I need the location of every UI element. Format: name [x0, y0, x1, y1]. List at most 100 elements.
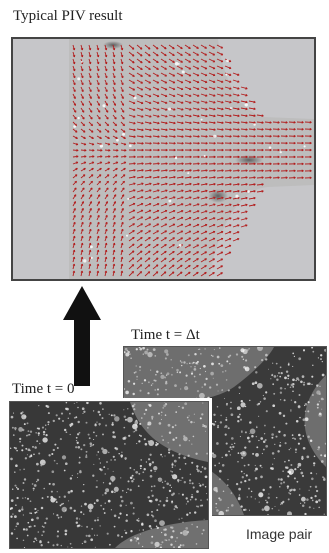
- vector-head: [221, 162, 224, 166]
- particle: [27, 521, 30, 524]
- velocity-vector: [264, 121, 272, 124]
- particle: [27, 448, 31, 452]
- particle: [164, 455, 166, 457]
- vector-head: [181, 148, 184, 152]
- vector-head: [80, 249, 84, 253]
- vector-head: [180, 87, 184, 91]
- vector-head: [149, 162, 152, 165]
- particle: [238, 487, 241, 491]
- velocity-vector: [112, 167, 118, 172]
- particle: [291, 434, 294, 436]
- vector-head: [164, 81, 168, 84]
- vector-head: [75, 136, 78, 139]
- velocity-vector: [120, 100, 124, 106]
- vector-head: [204, 258, 207, 261]
- velocity-vector: [80, 215, 84, 221]
- velocity-vector: [96, 228, 100, 235]
- particle: [216, 406, 219, 408]
- vector-head: [261, 114, 264, 117]
- velocity-vector: [184, 114, 192, 117]
- particle: [45, 517, 48, 520]
- particle: [162, 439, 164, 441]
- vector-head: [105, 89, 108, 93]
- particle: [265, 444, 269, 448]
- vector-head: [99, 136, 102, 139]
- vector-head: [196, 73, 200, 77]
- vector-head: [131, 250, 135, 253]
- particle: [288, 448, 290, 451]
- vector-head: [173, 121, 176, 125]
- velocity-vector: [104, 114, 109, 120]
- particle: [139, 389, 142, 392]
- particle: [165, 380, 168, 383]
- particle: [78, 518, 81, 520]
- velocity-vector: [96, 256, 99, 263]
- particle: [209, 485, 212, 488]
- particle: [274, 443, 276, 445]
- particle: [125, 234, 129, 237]
- velocity-vector: [160, 250, 167, 256]
- velocity-vector: [144, 135, 152, 138]
- particle: [229, 407, 232, 410]
- particle: [132, 392, 135, 396]
- particle: [221, 389, 223, 392]
- velocity-vector: [192, 58, 199, 63]
- particle: [122, 132, 126, 136]
- velocity-vector: [112, 215, 116, 221]
- velocity-vector: [176, 107, 184, 111]
- particle: [306, 498, 309, 501]
- velocity-vector: [184, 93, 192, 97]
- velocity-vector: [80, 100, 84, 106]
- velocity-vector: [224, 217, 232, 221]
- velocity-vector: [136, 271, 143, 277]
- particle: [204, 475, 208, 479]
- velocity-vector: [200, 121, 208, 124]
- velocity-vector: [80, 263, 83, 270]
- particle: [70, 489, 73, 493]
- velocity-vector: [96, 249, 99, 256]
- particle: [193, 413, 195, 415]
- velocity-vector: [96, 167, 102, 172]
- vector-head: [133, 115, 136, 118]
- velocity-vector: [184, 271, 191, 277]
- vector-head: [132, 74, 135, 77]
- particle: [218, 510, 224, 515]
- particle: [215, 502, 218, 505]
- particle: [280, 371, 283, 375]
- vector-head: [253, 155, 256, 159]
- particle: [160, 453, 163, 456]
- particle: [71, 474, 73, 477]
- vector-head: [114, 174, 118, 177]
- vector-head: [197, 182, 200, 186]
- vector-head: [253, 148, 256, 152]
- vector-head: [188, 87, 192, 91]
- particle: [315, 489, 319, 493]
- velocity-vector: [216, 107, 224, 110]
- particle: [99, 468, 102, 471]
- velocity-vector: [128, 51, 135, 57]
- particle: [15, 504, 17, 506]
- particle: [202, 402, 204, 404]
- particle: [80, 448, 83, 451]
- velocity-vector: [208, 237, 216, 242]
- particle: [41, 497, 44, 500]
- particle: [129, 538, 133, 542]
- vector-head: [121, 110, 125, 113]
- vector-head: [205, 128, 208, 131]
- particle: [254, 470, 256, 472]
- velocity-vector: [96, 215, 100, 221]
- particle: [124, 457, 127, 460]
- particle: [185, 527, 189, 530]
- vector-head: [213, 217, 216, 220]
- velocity-vector: [88, 167, 94, 172]
- velocity-vector: [88, 263, 91, 270]
- vector-head: [181, 142, 184, 145]
- velocity-vector: [184, 44, 191, 49]
- particle: [102, 508, 105, 510]
- vector-head: [132, 243, 135, 247]
- particle: [298, 433, 301, 437]
- particle: [279, 441, 281, 444]
- velocity-vector: [224, 72, 232, 76]
- vector-head: [229, 141, 232, 145]
- vector-head: [269, 148, 272, 152]
